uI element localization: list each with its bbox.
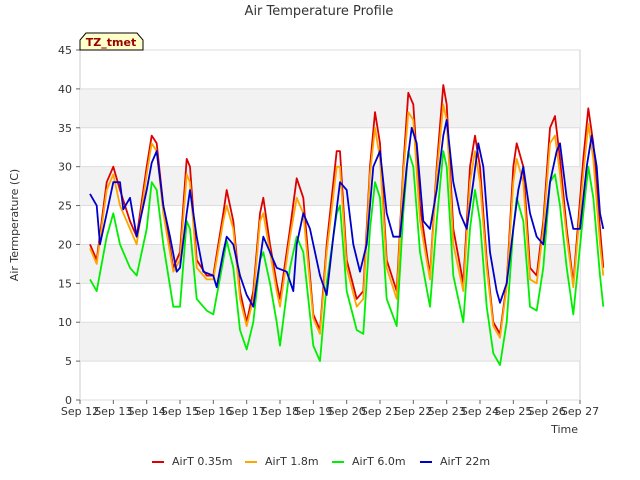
series-line-3 xyxy=(89,119,605,308)
x-tick-label: Sep 27 xyxy=(561,405,599,418)
legend: AirT 0.35m AirT 1.8m AirT 6.0m AirT 22m xyxy=(152,455,490,468)
series-line-1 xyxy=(89,103,605,339)
legend-label-3: AirT 22m xyxy=(440,455,490,468)
site-label-badge: TZ_tmet xyxy=(79,32,144,51)
y-tick-label: 20 xyxy=(58,238,72,251)
x-tick-label: Sep 23 xyxy=(428,405,466,418)
chart-title: Air Temperature Profile xyxy=(245,4,394,19)
x-tick-label: Sep 18 xyxy=(261,405,299,418)
x-tick-label: Sep 21 xyxy=(361,405,399,418)
y-tick-label: 35 xyxy=(58,122,72,135)
x-tick-label: Sep 14 xyxy=(128,405,166,418)
legend-label-2: AirT 6.0m xyxy=(352,455,406,468)
y-tick-label: 0 xyxy=(65,394,72,407)
grid-band xyxy=(80,88,580,128)
x-tick-label: Sep 16 xyxy=(194,405,232,418)
x-axis-title: Time xyxy=(550,423,578,436)
y-tick-label: 10 xyxy=(58,316,72,329)
legend-label-0: AirT 0.35m xyxy=(172,455,233,468)
x-tick-label: Sep 26 xyxy=(528,405,566,418)
x-tick-label: Sep 24 xyxy=(461,405,499,418)
x-tick-label: Sep 22 xyxy=(394,405,432,418)
x-tick-label: Sep 15 xyxy=(161,405,199,418)
x-tick-label: Sep 12 xyxy=(61,405,99,418)
y-tick-label: 25 xyxy=(58,200,72,213)
series-line-2 xyxy=(89,150,605,366)
y-axis-title: Air Termperature (C) xyxy=(8,169,21,281)
site-label-text: TZ_tmet xyxy=(86,36,136,49)
y-axis: 0 5 10 15 20 25 30 35 40 45 xyxy=(58,44,80,407)
site-label-box xyxy=(79,32,144,51)
x-tick-label: Sep 17 xyxy=(228,405,266,418)
y-tick-label: 45 xyxy=(58,44,72,57)
x-tick-label: Sep 19 xyxy=(294,405,332,418)
x-tick-label: Sep 20 xyxy=(328,405,366,418)
y-tick-label: 15 xyxy=(58,277,72,290)
y-tick-label: 30 xyxy=(58,161,72,174)
y-tick-label: 40 xyxy=(58,83,72,96)
y-tick-label: 5 xyxy=(65,355,72,368)
x-tick-label: Sep 13 xyxy=(94,405,132,418)
x-tick-label: Sep 25 xyxy=(494,405,532,418)
series-line-0 xyxy=(89,84,605,335)
series-layer xyxy=(89,84,605,366)
legend-label-1: AirT 1.8m xyxy=(265,455,319,468)
